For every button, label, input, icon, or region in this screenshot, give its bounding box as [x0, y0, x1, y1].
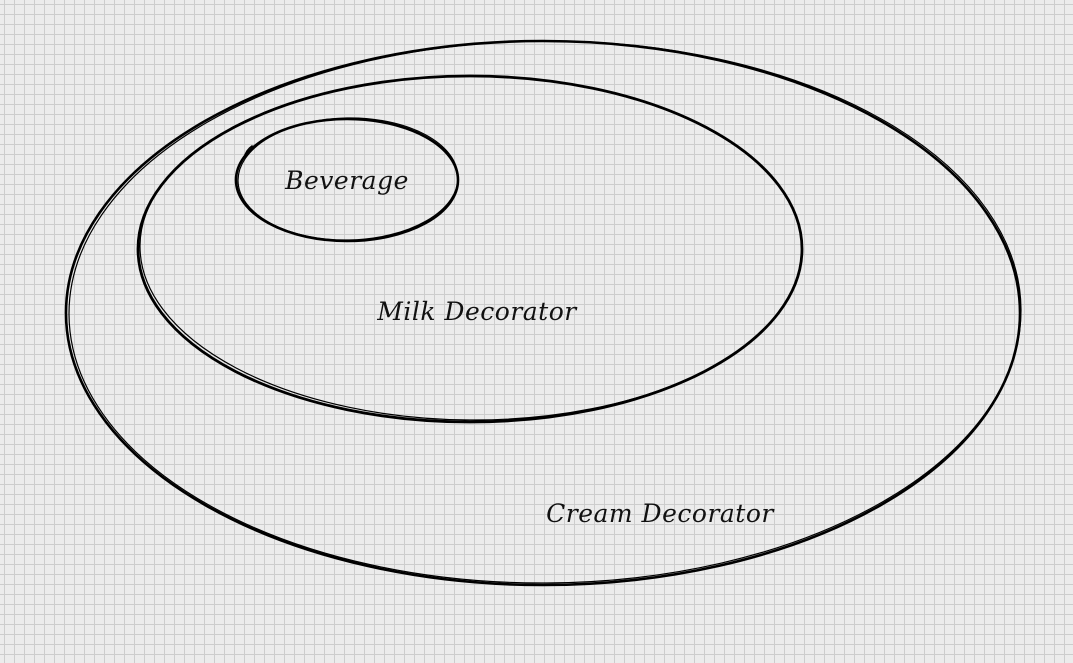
beverage-ellipse[interactable]	[234, 116, 460, 243]
cream-decorator-label: Cream Decorator	[546, 499, 775, 528]
cream-decorator-ellipse[interactable]	[64, 39, 1022, 587]
beverage-label: Beverage	[284, 166, 409, 195]
milk-decorator-label: Milk Decorator	[376, 297, 578, 326]
milk-decorator-ellipse[interactable]	[136, 74, 804, 424]
